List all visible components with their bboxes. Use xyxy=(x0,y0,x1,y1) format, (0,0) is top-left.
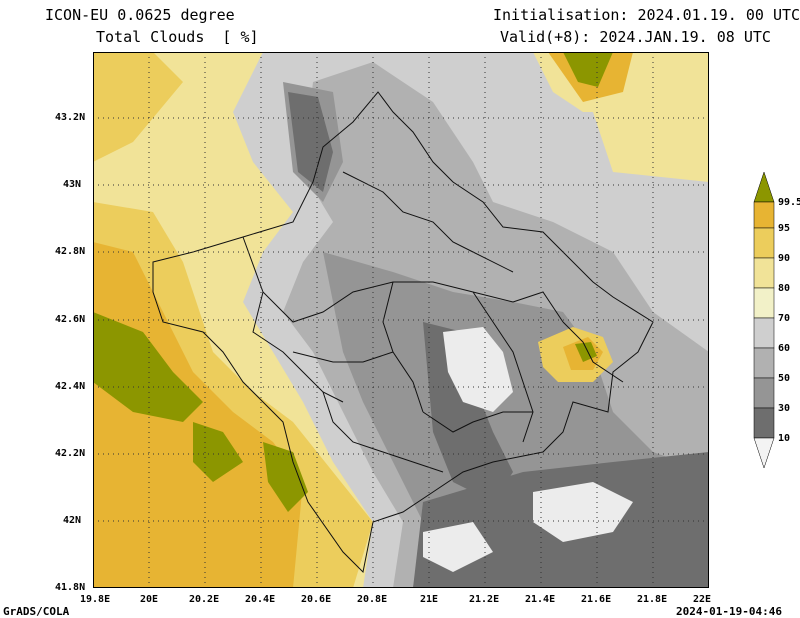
cloud-zone-north-10 xyxy=(288,92,333,192)
colorbar-label-99-5: 99.5 xyxy=(778,197,800,208)
colorbar-label-60: 60 xyxy=(778,343,791,354)
colorbar-band-90 xyxy=(753,227,775,259)
colorbar-top-triangle xyxy=(753,171,775,203)
grads-credit: GrADS/COLA xyxy=(3,605,70,618)
colorbar-label-70: 70 xyxy=(778,313,791,324)
colorbar-band-50 xyxy=(753,347,775,379)
colorbar-label-90: 90 xyxy=(778,253,791,264)
lat-label-43: 43N xyxy=(63,179,82,190)
colorbar-svg xyxy=(753,171,775,469)
init-time: Initialisation: 2024.01.19. 00 UTC xyxy=(493,6,800,24)
lat-label-42: 42N xyxy=(63,515,82,526)
cloud-zone-sw-99-c xyxy=(263,442,308,512)
lon-label-21-4: 21.4E xyxy=(525,594,556,605)
lon-label-21-8: 21.8E xyxy=(637,594,668,605)
colorbar-label-30: 30 xyxy=(778,403,791,414)
border-line-2 xyxy=(252,291,344,403)
colorbar-label-80: 80 xyxy=(778,283,791,294)
cloud-zone-sw-99-a xyxy=(93,312,203,422)
lon-label-21-2: 21.2E xyxy=(469,594,500,605)
border-line-7 xyxy=(422,411,533,433)
cloud-zone-center-10 xyxy=(423,322,513,502)
lon-label-19-8: 19.8E xyxy=(80,594,111,605)
map-svg xyxy=(93,52,709,588)
lat-label-42-8: 42.8N xyxy=(55,246,86,257)
lat-label-41-8: 41.8N xyxy=(55,582,86,593)
lon-label-20-8: 20.8E xyxy=(357,594,388,605)
colorbar-band-60 xyxy=(753,317,775,349)
render-timestamp: 2024-01-19-04:46 xyxy=(676,605,782,618)
colorbar-bottom-triangle xyxy=(753,437,775,469)
colorbar-band-10 xyxy=(753,407,775,439)
lat-label-43-2: 43.2N xyxy=(55,112,86,123)
colorbar-band-95 xyxy=(753,201,775,229)
field-title: Total Clouds [ %] xyxy=(96,28,259,46)
lon-label-20-4: 20.4E xyxy=(245,594,276,605)
map-frame xyxy=(93,52,709,588)
lon-label-20-6: 20.6E xyxy=(301,594,332,605)
colorbar-band-80 xyxy=(753,257,775,289)
colorbar-label-50: 50 xyxy=(778,373,791,384)
clear-patch-south xyxy=(533,482,633,542)
cloud-zone-east-99 xyxy=(575,342,597,362)
colorbar-band-30 xyxy=(753,377,775,409)
lon-label-22: 22E xyxy=(693,594,712,605)
model-title: ICON-EU 0.0625 degree xyxy=(45,6,235,24)
kosovo-montenegro-outline xyxy=(152,91,654,574)
border-line-9 xyxy=(562,321,624,383)
lat-label-42-6: 42.6N xyxy=(55,314,86,325)
cloud-zone-nw xyxy=(93,52,183,162)
border-line-4 xyxy=(472,291,534,443)
lat-label-42-4: 42.4N xyxy=(55,381,86,392)
lon-label-21: 21E xyxy=(420,594,439,605)
border-line-8 xyxy=(322,391,444,473)
cloud-zone-sw-95 xyxy=(93,242,303,588)
cloud-cover-map xyxy=(93,52,709,588)
clear-patch-center xyxy=(443,327,513,412)
border-line-6 xyxy=(292,351,394,363)
cloud-zone-ne-99 xyxy=(563,52,613,87)
valid-time: Valid(+8): 2024.JAN.19. 08 UTC xyxy=(500,28,771,46)
colorbar-band-70 xyxy=(753,287,775,319)
colorbar: 99.5 95 90 80 70 60 50 30 10 xyxy=(752,171,800,472)
border-line-10 xyxy=(512,291,564,323)
lat-label-42-2: 42.2N xyxy=(55,448,86,459)
lon-label-20: 20E xyxy=(140,594,159,605)
colorbar-label-10: 10 xyxy=(778,433,791,444)
clear-patch-sw xyxy=(423,522,493,572)
lon-label-20-2: 20.2E xyxy=(189,594,220,605)
border-line-1 xyxy=(242,236,514,323)
colorbar-label-95: 95 xyxy=(778,223,791,234)
lon-label-21-6: 21.6E xyxy=(581,594,612,605)
